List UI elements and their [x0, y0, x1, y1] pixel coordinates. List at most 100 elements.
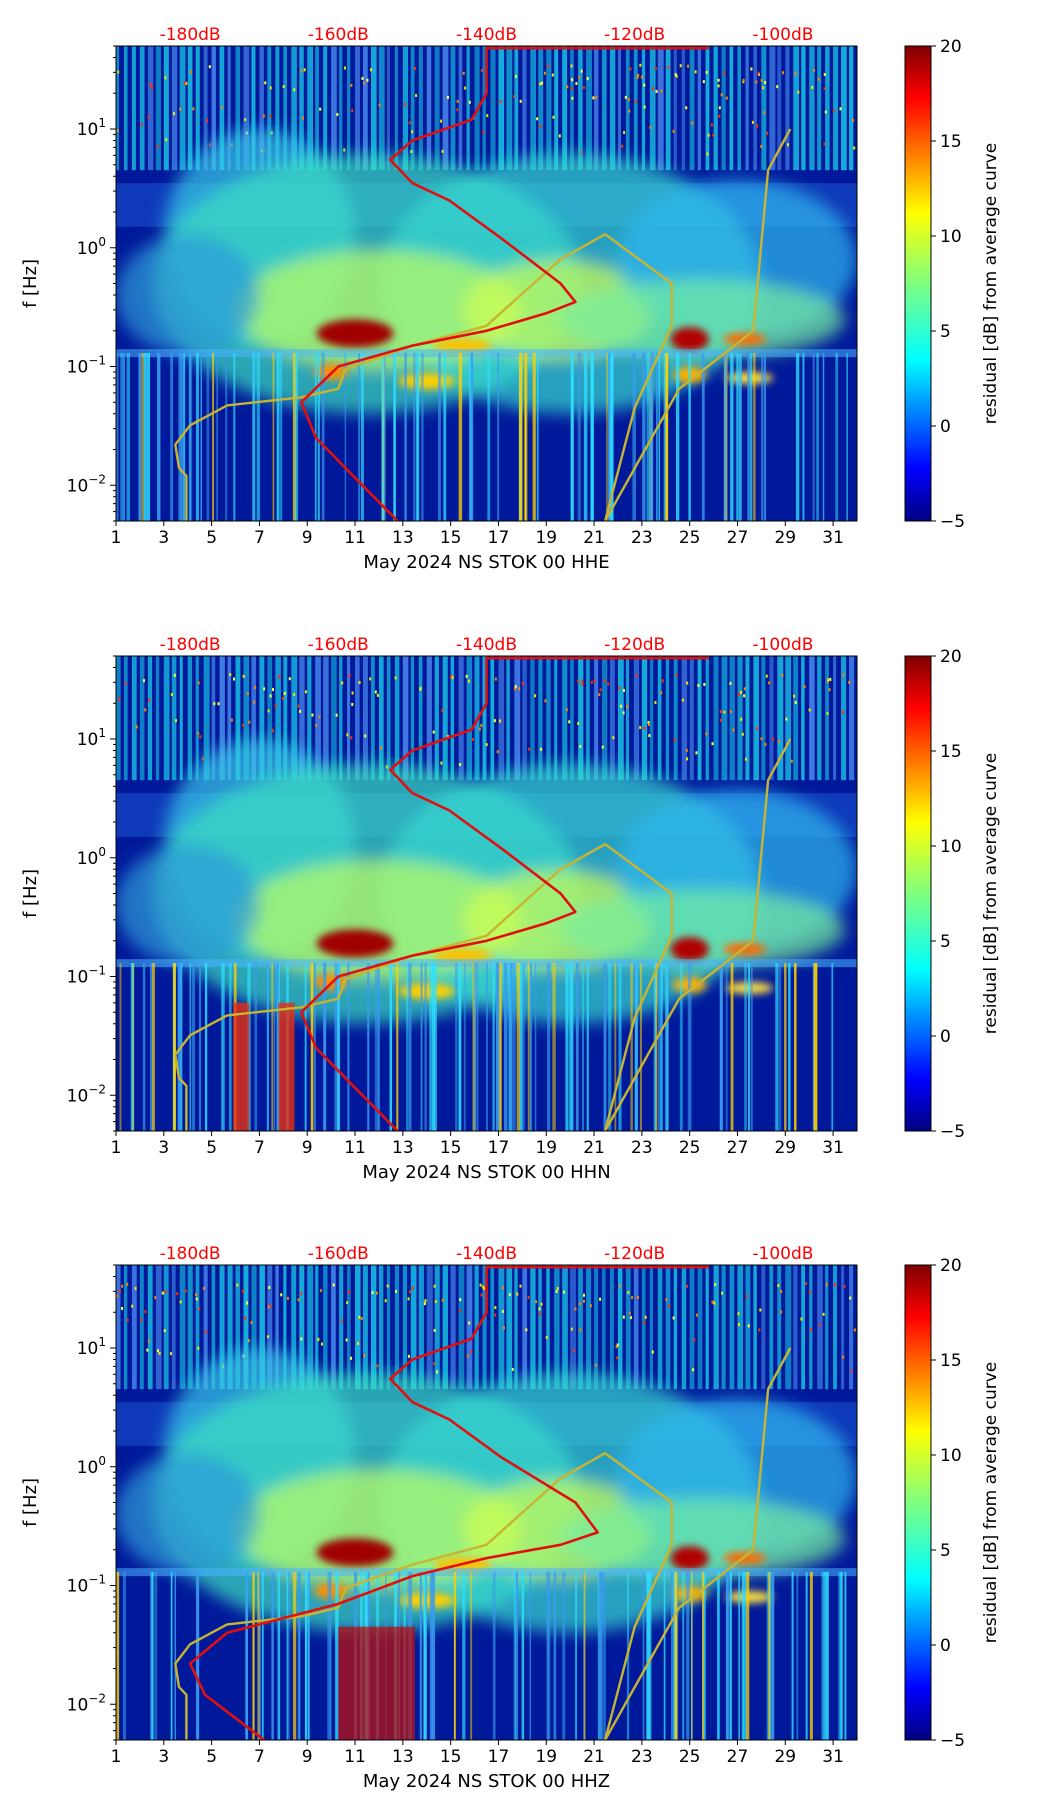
- x-tick-label: 1: [111, 1138, 122, 1158]
- y-tick-label: 101: [77, 116, 106, 140]
- colorbar-gradient: [904, 1264, 932, 1741]
- y-tick-label: 100: [77, 845, 106, 869]
- x-tick-label: 3: [158, 528, 169, 548]
- colorbar-tick-label: 10: [940, 1446, 962, 1466]
- x-tick-label: 3: [158, 1747, 169, 1767]
- x-axis-label: May 2024 NS STOK 00 HHZ: [363, 1771, 610, 1792]
- y-tick-label: 10−1: [67, 1573, 106, 1597]
- x-tick-label: 21: [583, 1747, 605, 1767]
- median-psd-curve: [299, 46, 709, 521]
- x-tick-label: 11: [344, 1138, 366, 1158]
- noise-model-curve: [174, 1347, 792, 1740]
- x-tick-label: 19: [535, 528, 557, 548]
- x-tick-label: 7: [254, 528, 265, 548]
- db-scale-label: -140dB: [456, 1244, 517, 1264]
- colorbar-tick-label: 0: [940, 1027, 951, 1047]
- x-tick-label: 19: [535, 1747, 557, 1767]
- x-tick-label: 13: [392, 528, 414, 548]
- colorbar: −5 0 5 10 15 20 residual [dB] from average cur…: [904, 647, 1001, 1142]
- colorbar-tick-label: 15: [940, 742, 962, 762]
- colorbar-tick-label: −5: [940, 1122, 965, 1142]
- x-tick-label: 27: [727, 528, 749, 548]
- x-tick-label: 3: [158, 1138, 169, 1158]
- x-tick-label: 13: [392, 1747, 414, 1767]
- x-tick-label: 19: [535, 1138, 557, 1158]
- y-tick-label: 10−2: [67, 472, 106, 496]
- x-tick-label: 9: [302, 528, 313, 548]
- x-tick-label: 7: [254, 1747, 265, 1767]
- db-scale-label: -100dB: [752, 1244, 813, 1264]
- colorbar-tick-label: −5: [940, 1731, 965, 1751]
- residual-heatmap: [116, 46, 857, 521]
- x-tick-label: 11: [344, 528, 366, 548]
- db-scale-label: -100dB: [752, 25, 813, 45]
- x-tick-label: 1: [111, 1747, 122, 1767]
- y-tick-label: 100: [77, 235, 106, 259]
- colorbar-tick-label: 10: [940, 837, 962, 857]
- colorbar-tick-label: 15: [940, 132, 962, 152]
- colorbar-tick-label: 10: [940, 227, 962, 247]
- colorbar-tick-label: 0: [940, 1636, 951, 1656]
- db-scale-label: -120dB: [604, 1244, 665, 1264]
- x-tick-label: 5: [206, 1138, 217, 1158]
- colorbar: −5 0 5 10 15 20 residual [dB] from average cur…: [904, 37, 1001, 532]
- y-tick-label: 101: [77, 726, 106, 750]
- colorbar-tick-label: 5: [940, 1541, 951, 1561]
- db-scale-label: -120dB: [604, 635, 665, 655]
- x-tick-label: 27: [727, 1138, 749, 1158]
- db-scale-label: -180dB: [160, 635, 221, 655]
- x-tick-label: 23: [631, 528, 653, 548]
- db-scale-label: -100dB: [752, 635, 813, 655]
- db-scale-label: -140dB: [456, 25, 517, 45]
- colorbar-tick-label: 20: [940, 1256, 962, 1276]
- db-scale-label: -180dB: [160, 25, 221, 45]
- x-tick-label: 13: [392, 1138, 414, 1158]
- x-tick-label: 9: [302, 1747, 313, 1767]
- x-tick-label: 1: [111, 528, 122, 548]
- y-axis-label: f [Hz]: [20, 259, 41, 308]
- x-tick-label: 27: [727, 1747, 749, 1767]
- colorbar-label: residual [dB] from average curve: [981, 143, 1001, 424]
- residual-heatmap: [116, 1265, 857, 1740]
- x-tick-label: 17: [488, 528, 510, 548]
- x-tick-label: 31: [822, 1138, 844, 1158]
- colorbar-gradient: [904, 45, 932, 522]
- noise-model-curve: [174, 738, 792, 1131]
- x-tick-label: 11: [344, 1747, 366, 1767]
- x-tick-label: 21: [583, 528, 605, 548]
- colorbar-tick-label: 15: [940, 1351, 962, 1371]
- y-tick-label: 10−1: [67, 354, 106, 378]
- noise-model-curve: [174, 128, 792, 521]
- x-tick-label: 29: [774, 1138, 796, 1158]
- colorbar-tick-label: 0: [940, 417, 951, 437]
- x-tick-label: 31: [822, 528, 844, 548]
- colorbar-tick-label: 5: [940, 322, 951, 342]
- x-tick-label: 15: [440, 1747, 462, 1767]
- colorbar: −5 0 5 10 15 20 residual [dB] from average cur…: [904, 1256, 1001, 1751]
- x-tick-label: 5: [206, 528, 217, 548]
- colorbar-tick-label: 5: [940, 932, 951, 952]
- colorbar-label: residual [dB] from average curve: [981, 753, 1001, 1034]
- colorbar-gradient: [904, 655, 932, 1132]
- colorbar-tick-label: 20: [940, 37, 962, 57]
- x-tick-label: 29: [774, 1747, 796, 1767]
- x-tick-label: 9: [302, 1138, 313, 1158]
- x-tick-label: 21: [583, 1138, 605, 1158]
- x-tick-label: 25: [679, 528, 701, 548]
- x-axis-label: May 2024 NS STOK 00 HHE: [363, 552, 609, 573]
- x-tick-label: 25: [679, 1138, 701, 1158]
- x-tick-label: 17: [488, 1747, 510, 1767]
- colorbar-tick-label: 20: [940, 647, 962, 667]
- db-scale-label: -160dB: [308, 1244, 369, 1264]
- y-axis-label: f [Hz]: [20, 1478, 41, 1527]
- colorbar-tick-label: −5: [940, 512, 965, 532]
- y-tick-label: 10−1: [67, 964, 106, 988]
- y-tick-label: 100: [77, 1454, 106, 1478]
- x-tick-label: 15: [440, 528, 462, 548]
- median-psd-curve: [299, 656, 709, 1131]
- db-scale-label: -120dB: [604, 25, 665, 45]
- x-tick-label: 23: [631, 1747, 653, 1767]
- x-tick-label: 15: [440, 1138, 462, 1158]
